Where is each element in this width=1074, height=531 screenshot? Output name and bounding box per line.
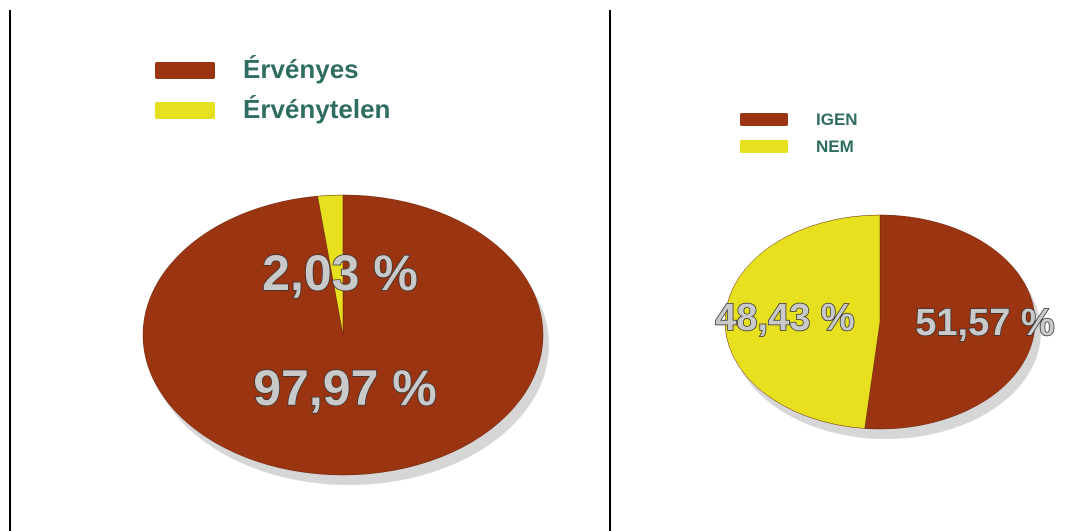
data-label: 48,43 % xyxy=(715,297,854,339)
legend-label: NEM xyxy=(816,137,854,156)
legend-label: Érvénytelen xyxy=(243,94,390,124)
legend-label: IGEN xyxy=(816,110,858,129)
legend-swatch xyxy=(155,102,215,119)
data-label: 2,03 % xyxy=(262,245,418,301)
page: Érvényes Érvénytelen 97,97 % 2,03 % IGEN NEM 5… xyxy=(0,0,1074,531)
legend-label: Érvényes xyxy=(243,54,359,84)
data-label: 51,57 % xyxy=(915,302,1054,344)
legend-swatch xyxy=(740,113,788,126)
legend-swatch xyxy=(155,62,215,79)
legend-swatch xyxy=(740,140,788,153)
data-label: 97,97 % xyxy=(253,360,436,416)
